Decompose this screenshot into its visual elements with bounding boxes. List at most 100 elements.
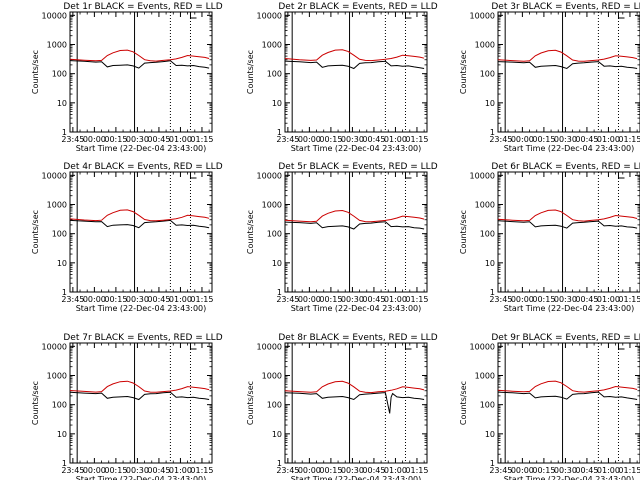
x-tick-label: 23:45 [276,295,299,304]
y-tick-label: 1 [277,128,282,137]
top-bracket-marker [617,172,625,179]
detector-panel-8: Det 8r BLACK = Events, RED = LLD 1 10 100 10… [246,333,438,480]
plot-frame [284,171,428,293]
y-tick-label: 10000 [470,11,495,20]
x-tick-label: 01:00 [169,135,192,144]
x-axis-label: Start Time (22-Dec-04 23:43:00) [76,475,207,480]
plot-frame [69,11,213,133]
x-tick-label: 00:45 [575,295,598,304]
detector-panel-5: Det 5r BLACK = Events, RED = LLD 1 10 100 10… [246,162,438,313]
top-bracket-marker [189,343,197,350]
x-tick-label: 01:00 [597,295,620,304]
series-line-lld [284,49,425,62]
x-axis-label: Start Time (22-Dec-04 23:43:00) [504,475,635,480]
x-tick-label: 00:15 [319,135,342,144]
x-tick-label: 01:15 [405,295,428,304]
y-tick-label: 100 [52,401,67,410]
x-tick-label: 00:45 [362,466,385,475]
series-line-lld [69,209,210,222]
plot-frame [497,11,640,133]
x-tick-label: 00:00 [298,135,321,144]
x-tick-label: 00:00 [511,295,534,304]
x-tick-label: 00:30 [341,135,364,144]
x-tick-label: 01:00 [384,135,407,144]
series-line-events [497,61,638,70]
x-tick-label: 23:45 [61,466,84,475]
y-tick-label: 10 [485,430,495,439]
y-tick-label: 1 [277,459,282,468]
x-tick-label: 01:00 [384,466,407,475]
y-axis-label: Counts/sec [246,210,255,254]
series-line-events [284,60,425,70]
y-tick-label: 100 [52,70,67,79]
x-tick-label: 00:00 [83,466,106,475]
detector-panel-7: Det 7r BLACK = Events, RED = LLD 1 10 100 10… [31,333,223,480]
y-tick-label: 10 [272,259,282,268]
series-line-events [69,60,210,69]
x-axis-label: Start Time (22-Dec-04 23:43:00) [76,144,207,153]
series-line-events [69,391,210,401]
x-tick-label: 23:45 [489,135,512,144]
series-line-events [284,221,425,230]
x-tick-label: 00:15 [104,466,127,475]
y-tick-label: 100 [480,401,495,410]
series-line-lld [69,380,210,393]
x-tick-label: 00:00 [83,295,106,304]
y-axis-label: Counts/sec [31,381,40,425]
x-tick-label: 23:45 [489,466,512,475]
series-line-events [69,219,210,229]
x-tick-label: 01:15 [618,466,640,475]
y-tick-label: 10 [272,430,282,439]
y-tick-label: 1 [62,128,67,137]
x-tick-label: 00:30 [126,295,149,304]
x-tick-label: 00:45 [147,466,170,475]
y-tick-label: 1000 [47,40,67,49]
x-tick-label: 01:00 [597,466,620,475]
detector-panel-4: Det 4r BLACK = Events, RED = LLD 1 10 100 10… [31,162,223,313]
y-tick-label: 1 [490,459,495,468]
panel-title: Det 8r BLACK = Events, RED = LLD [278,333,437,343]
y-tick-label: 1000 [47,371,67,380]
y-tick-label: 100 [267,401,282,410]
panel-title: Det 6r BLACK = Events, RED = LLD [491,162,640,172]
x-tick-label: 23:45 [276,466,299,475]
x-tick-label: 00:30 [554,135,577,144]
y-tick-label: 10 [57,430,67,439]
y-axis-label: Counts/sec [459,210,468,254]
y-axis-label: Counts/sec [31,50,40,94]
series-line-events [284,392,425,414]
y-tick-label: 1 [490,288,495,297]
plot-frame [284,11,428,133]
y-tick-label: 1000 [475,371,495,380]
x-tick-label: 23:45 [61,135,84,144]
x-tick-label: 00:30 [341,466,364,475]
plot-frame [69,171,213,293]
y-axis-label: Counts/sec [246,50,255,94]
y-tick-label: 10000 [257,11,282,20]
x-axis-label: Start Time (22-Dec-04 23:43:00) [291,144,422,153]
y-axis-label: Counts/sec [246,381,255,425]
top-bracket-marker [404,12,412,19]
y-tick-label: 10 [57,259,67,268]
y-tick-label: 10000 [257,171,282,180]
x-tick-label: 01:15 [618,135,640,144]
x-axis-label: Start Time (22-Dec-04 23:43:00) [504,144,635,153]
detector-panel-1: Det 1r BLACK = Events, RED = LLD 1 10 100 10… [31,2,223,153]
y-tick-label: 100 [267,70,282,79]
plot-frame [69,342,213,464]
plot-frame [497,342,640,464]
x-tick-label: 01:00 [169,295,192,304]
y-tick-label: 100 [267,230,282,239]
y-tick-label: 100 [480,70,495,79]
x-tick-label: 00:00 [511,135,534,144]
x-tick-label: 01:15 [190,295,213,304]
x-tick-label: 00:00 [511,466,534,475]
top-bracket-marker [189,12,197,19]
x-tick-label: 00:15 [532,295,555,304]
panel-title: Det 1r BLACK = Events, RED = LLD [63,2,222,12]
y-tick-label: 10000 [42,171,67,180]
y-tick-label: 1000 [47,200,67,209]
panel-title: Det 4r BLACK = Events, RED = LLD [63,162,222,172]
y-tick-label: 10000 [42,11,67,20]
y-tick-label: 1 [490,128,495,137]
